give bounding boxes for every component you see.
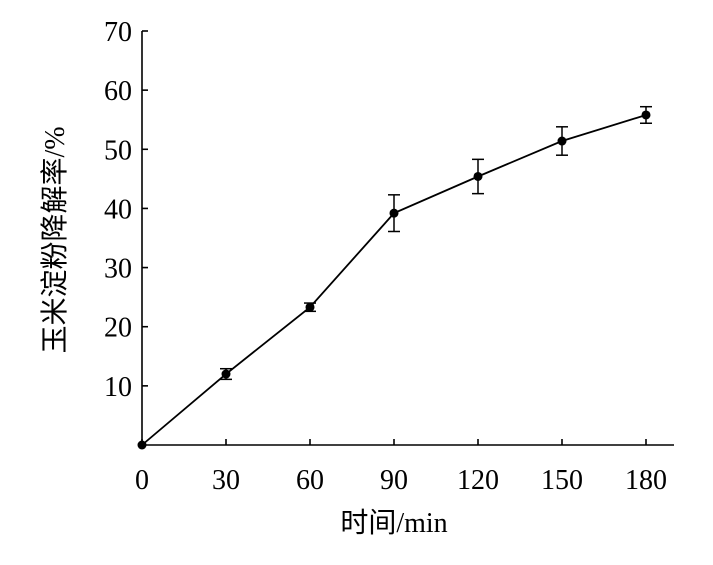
data-point xyxy=(389,208,399,218)
series-line xyxy=(141,114,647,446)
data-point xyxy=(473,171,483,181)
y-tick-label: 10 xyxy=(104,372,132,403)
x-axis-ticks: 0 30 60 90 120 150 180 xyxy=(135,439,667,496)
y-tick-label: 40 xyxy=(104,194,132,225)
x-tick-label: 0 xyxy=(135,465,149,496)
y-tick-label: 70 xyxy=(104,17,132,48)
x-tick-label: 180 xyxy=(625,465,667,496)
y-tick-label: 50 xyxy=(104,135,132,166)
x-tick-label: 90 xyxy=(380,465,408,496)
y-axis-title: 玉米淀粉降解率/% xyxy=(39,126,71,353)
y-tick-label: 60 xyxy=(104,76,132,107)
x-tick-label: 150 xyxy=(541,465,583,496)
y-axis-ticks: 10 20 30 40 50 60 70 xyxy=(104,17,148,403)
data-point xyxy=(557,136,567,146)
y-tick-label: 20 xyxy=(104,313,132,344)
x-tick-label: 120 xyxy=(457,465,499,496)
axes xyxy=(141,31,674,446)
y-tick-label: 30 xyxy=(104,254,132,285)
data-point xyxy=(305,302,315,312)
x-tick-label: 30 xyxy=(212,465,240,496)
x-tick-label: 60 xyxy=(296,465,324,496)
data-point xyxy=(221,369,231,379)
series xyxy=(137,105,652,450)
data-point xyxy=(641,110,651,120)
x-axis-title: 时间/min xyxy=(340,507,447,539)
data-point xyxy=(137,440,147,450)
